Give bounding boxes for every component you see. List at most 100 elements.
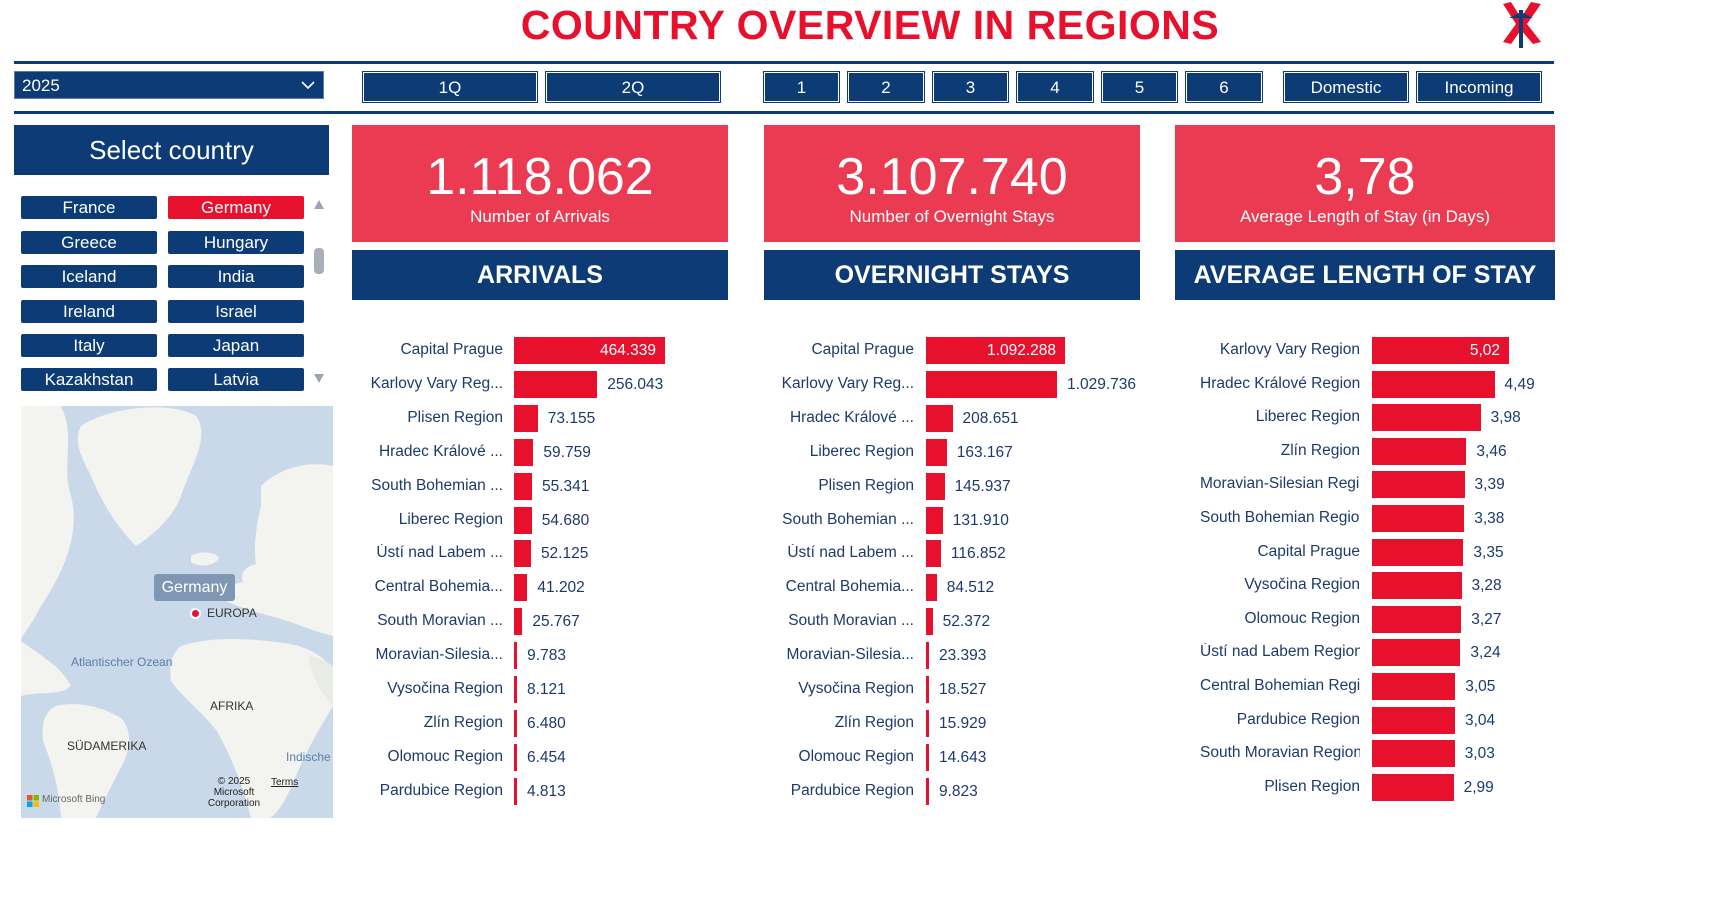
bar-label: Zlín Region: [834, 713, 914, 731]
map-landmasses: [21, 406, 333, 818]
bar-value: 2,99: [1463, 778, 1494, 796]
map-terms-link[interactable]: Terms: [271, 777, 299, 788]
bar[interactable]: [514, 337, 665, 364]
bar-value: 8.121: [527, 681, 566, 698]
country-button-hungary[interactable]: Hungary: [168, 231, 304, 254]
country-list-scrollbar[interactable]: [313, 195, 325, 385]
quarter-button-1q[interactable]: 1Q: [362, 71, 538, 103]
bar-value: 3,28: [1471, 577, 1502, 595]
year-dropdown[interactable]: 2025: [14, 71, 324, 99]
bar[interactable]: [1372, 572, 1462, 600]
bar[interactable]: [514, 743, 517, 771]
bar-label: Vysočina Region: [1244, 576, 1360, 594]
bar-label: Moravian-Silesia...: [786, 646, 915, 664]
bar[interactable]: [926, 404, 953, 432]
map-label-south-america: SÜDAMERIKA: [67, 739, 147, 753]
bar[interactable]: [926, 608, 933, 636]
bar-label: Plisen Region: [407, 408, 503, 426]
bar[interactable]: [514, 709, 517, 737]
bar[interactable]: [1372, 471, 1465, 499]
map-location-marker[interactable]: [190, 608, 201, 619]
bar[interactable]: [926, 709, 929, 737]
bar[interactable]: [514, 506, 532, 534]
bar-value: 3,27: [1471, 610, 1502, 628]
bar-value: 208.651: [962, 409, 1019, 427]
type-button-domestic[interactable]: Domestic: [1283, 71, 1409, 103]
quarter-button-2q[interactable]: 2Q: [545, 71, 721, 103]
bar-value: 3,38: [1474, 510, 1505, 527]
bar[interactable]: [514, 404, 538, 432]
bar-label: Ústí nad Labem ...: [787, 544, 914, 562]
bar[interactable]: [1372, 740, 1455, 768]
bar[interactable]: [926, 506, 943, 534]
bar[interactable]: [926, 540, 941, 568]
month-button-6[interactable]: 6: [1185, 71, 1263, 103]
bar-value: 3,04: [1464, 711, 1496, 729]
bar[interactable]: [1372, 505, 1465, 532]
country-button-germany[interactable]: Germany: [168, 196, 304, 219]
bar[interactable]: [514, 676, 517, 703]
bar[interactable]: [926, 472, 945, 500]
bar-value: 256.043: [607, 375, 664, 393]
bar[interactable]: [926, 574, 937, 602]
bar[interactable]: [514, 642, 518, 670]
bar[interactable]: [926, 642, 929, 670]
bar[interactable]: [926, 743, 929, 771]
country-button-israel[interactable]: Israel: [168, 300, 304, 323]
year-value: 2025: [22, 76, 60, 95]
bar[interactable]: [514, 608, 523, 636]
country-button-iceland[interactable]: Iceland: [21, 265, 157, 288]
country-button-india[interactable]: India: [168, 265, 304, 288]
month-button-2[interactable]: 2: [847, 71, 925, 103]
bar[interactable]: [1372, 337, 1509, 364]
bar[interactable]: [1372, 673, 1456, 700]
bar[interactable]: [926, 777, 929, 805]
bar-value: 145.937: [954, 477, 1011, 495]
bar[interactable]: [926, 438, 947, 466]
bar[interactable]: [1372, 370, 1495, 398]
bar-label: Karlovy Vary Reg...: [370, 374, 503, 392]
bar[interactable]: [1372, 538, 1464, 566]
country-button-japan[interactable]: Japan: [168, 334, 304, 357]
bar[interactable]: [926, 337, 1065, 364]
bar[interactable]: [1372, 437, 1467, 465]
bar[interactable]: [514, 540, 531, 568]
country-button-greece[interactable]: Greece: [21, 231, 157, 254]
bar[interactable]: [926, 370, 1058, 398]
bar-label: Olomouc Region: [1244, 609, 1360, 627]
bar-value: 3,46: [1476, 442, 1507, 460]
month-button-1[interactable]: 1: [763, 71, 840, 103]
country-button-kazakhstan[interactable]: Kazakhstan: [21, 368, 157, 391]
bar[interactable]: [514, 370, 598, 398]
type-button-incoming[interactable]: Incoming: [1416, 71, 1542, 103]
bar[interactable]: [514, 438, 534, 466]
page-title: COUNTRY OVERVIEW IN REGIONS: [520, 2, 1220, 48]
country-map[interactable]: Germany EUROPA Atlantischer Ozean AFRIKA…: [21, 406, 333, 818]
bar-value: 1.029.736: [1067, 375, 1136, 393]
logo-icon: [1503, 2, 1541, 48]
top-divider: [14, 61, 1554, 64]
country-button-latvia[interactable]: Latvia: [168, 368, 304, 391]
bar[interactable]: [1372, 706, 1455, 734]
country-button-ireland[interactable]: Ireland: [21, 300, 157, 323]
bar-value: 6.454: [527, 748, 566, 766]
bar[interactable]: [926, 676, 929, 703]
bar[interactable]: [1372, 773, 1454, 801]
bar-label: South Bohemian Region: [1200, 509, 1360, 526]
bar-label: Ústí nad Labem ...: [376, 544, 503, 562]
bar[interactable]: [1372, 639, 1461, 667]
month-button-3[interactable]: 3: [932, 71, 1009, 103]
bar[interactable]: [514, 777, 517, 805]
month-button-4[interactable]: 4: [1016, 71, 1094, 103]
bar[interactable]: [514, 472, 532, 500]
month-button-5[interactable]: 5: [1101, 71, 1178, 103]
bar[interactable]: [1372, 605, 1462, 633]
country-button-italy[interactable]: Italy: [21, 334, 157, 357]
bar[interactable]: [1372, 404, 1481, 432]
country-button-france[interactable]: France: [21, 196, 157, 219]
kpi-arrivals-label: Number of Arrivals: [470, 207, 610, 226]
bar[interactable]: [514, 574, 528, 602]
bar-value: 15.929: [939, 714, 987, 732]
avg-stay-chart-title: AVERAGE LENGTH OF STAY: [1175, 250, 1555, 300]
bar-value: 54.680: [541, 511, 590, 529]
